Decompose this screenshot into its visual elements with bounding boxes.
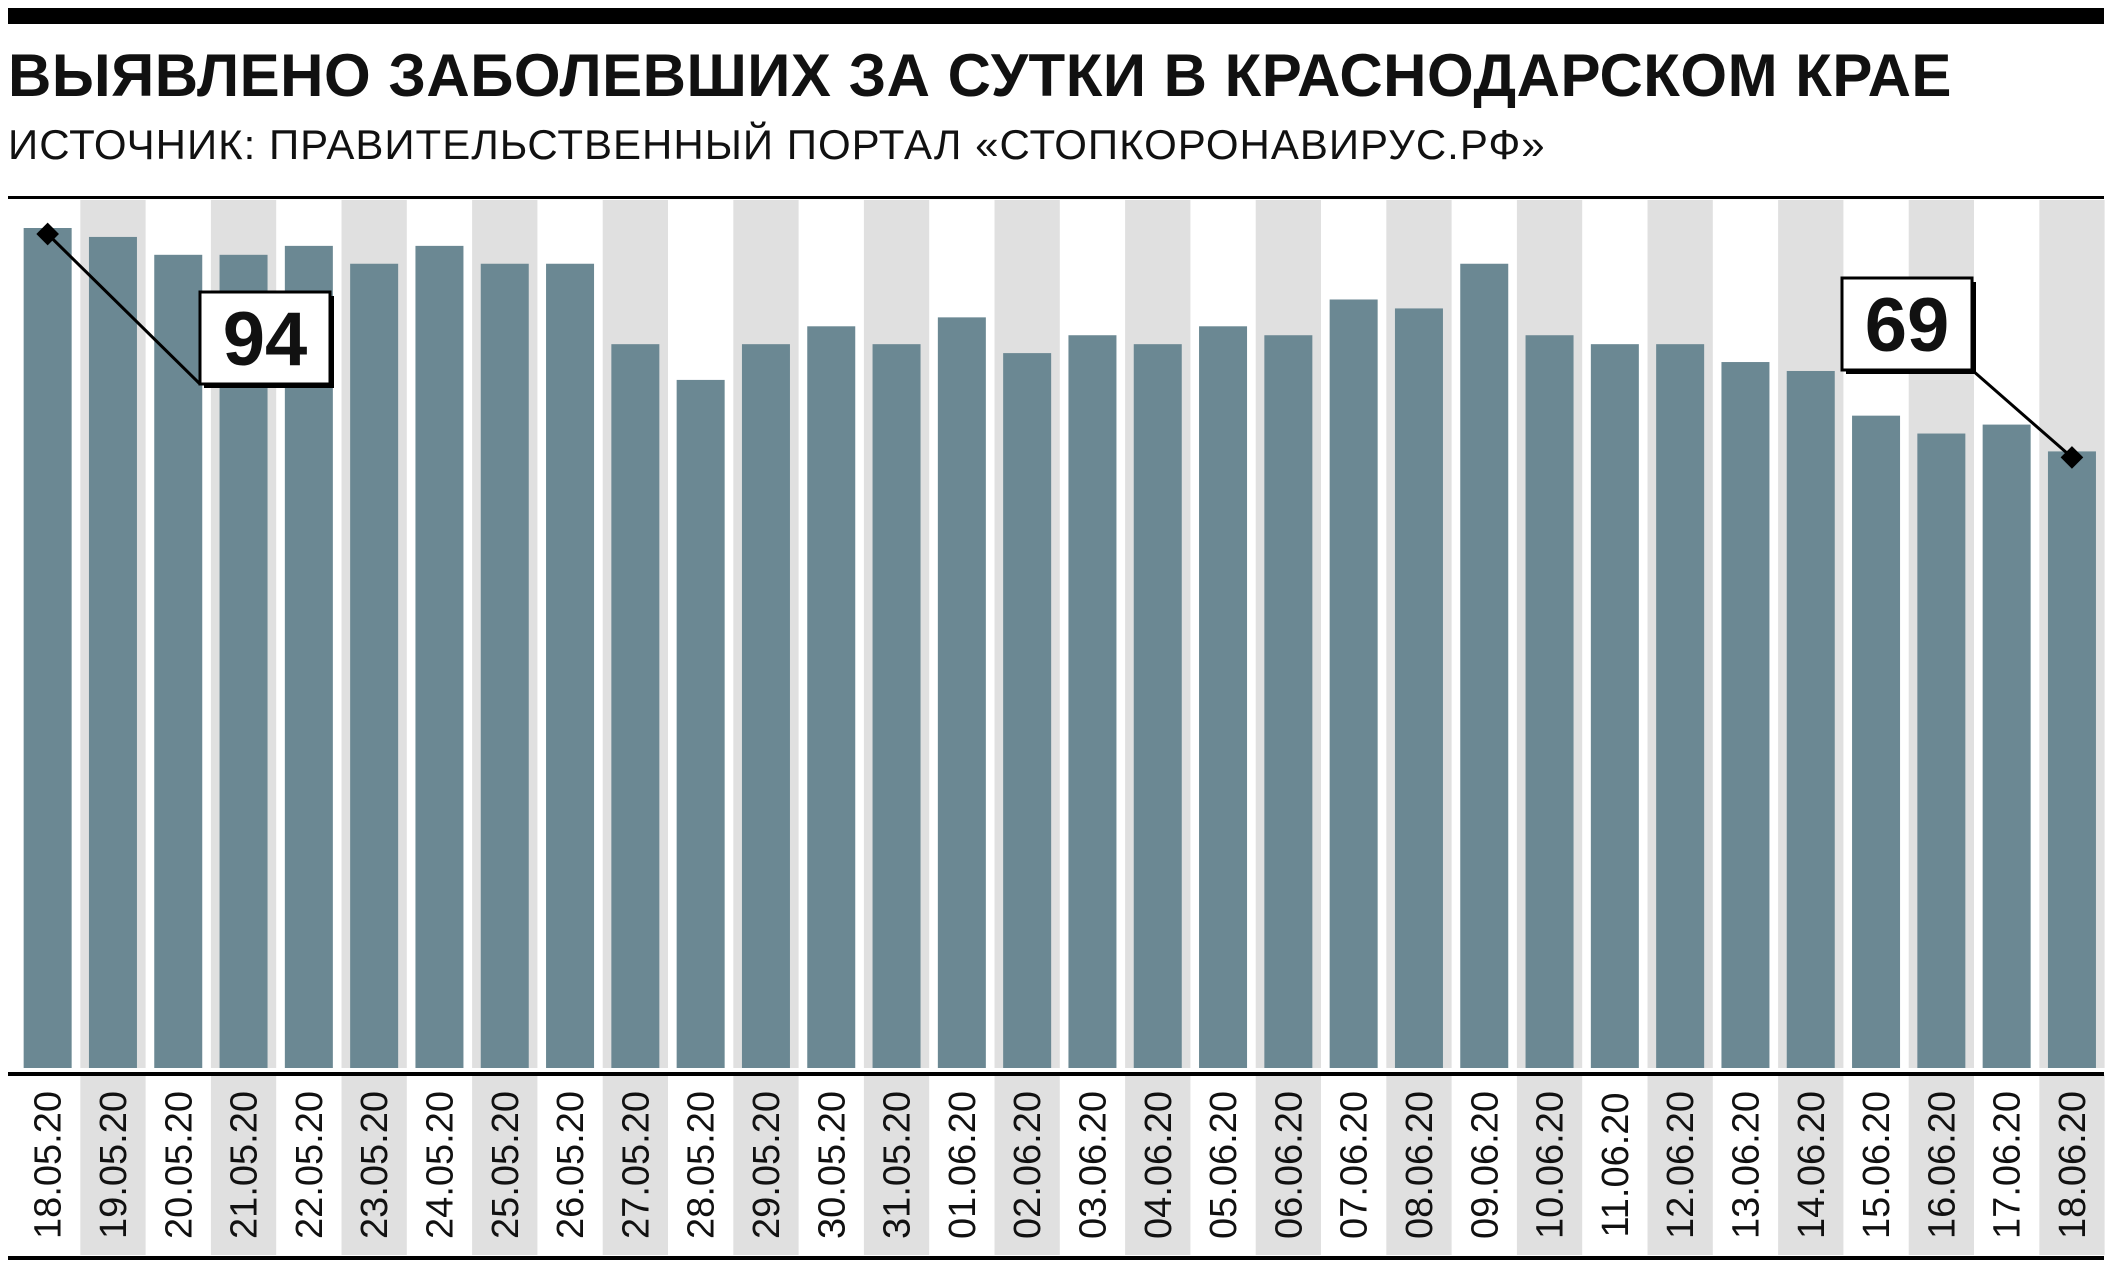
plot-top-rule xyxy=(8,196,2104,199)
bar xyxy=(937,317,986,1068)
x-tick-label: 05.06.20 xyxy=(1203,1091,1245,1239)
x-tick-label: 12.06.20 xyxy=(1660,1091,1702,1239)
x-tick-label: 30.05.20 xyxy=(811,1091,853,1239)
x-tick-label: 27.05.20 xyxy=(615,1091,657,1239)
label-band xyxy=(602,1075,668,1255)
bar xyxy=(2047,451,2096,1068)
bar xyxy=(23,228,72,1068)
x-tick-label: 17.06.20 xyxy=(1987,1091,2029,1239)
x-tick-label: 09.06.20 xyxy=(1464,1091,1506,1239)
x-tick-label: 19.05.20 xyxy=(93,1091,135,1239)
bar xyxy=(1590,344,1639,1068)
label-band xyxy=(210,1075,277,1255)
bar xyxy=(1917,433,1966,1068)
annotation-box xyxy=(1840,276,1974,372)
bar xyxy=(1786,370,1835,1068)
bar xyxy=(741,344,790,1068)
bar xyxy=(611,344,660,1068)
x-tick-label: 20.05.20 xyxy=(158,1091,200,1239)
label-band xyxy=(994,1075,1060,1255)
x-tick-label: 01.06.20 xyxy=(942,1091,984,1239)
bar xyxy=(546,263,595,1068)
annotation-box xyxy=(198,290,332,386)
x-tick-label: 08.06.20 xyxy=(1399,1091,1441,1239)
label-band xyxy=(733,1075,799,1255)
bar xyxy=(676,379,725,1068)
chart-title-prefix: ВЫЯВЛЕНО ЗАБОЛЕВШИХ ЗА СУТКИ В xyxy=(8,42,1225,109)
bar xyxy=(1656,344,1705,1068)
x-tick-label: 28.05.20 xyxy=(681,1091,723,1239)
x-tick-label: 22.05.20 xyxy=(289,1091,331,1239)
annotation-label: 69 xyxy=(1865,283,1950,368)
x-tick-label: 24.05.20 xyxy=(419,1091,461,1239)
x-tick-label: 03.06.20 xyxy=(1072,1091,1114,1239)
x-tick-label: 10.06.20 xyxy=(1530,1091,1572,1239)
axis-rule xyxy=(8,1072,2104,1076)
label-band xyxy=(1778,1075,1844,1255)
x-tick-label: 11.06.20 xyxy=(1595,1092,1637,1237)
annotation-label: 94 xyxy=(223,297,308,382)
annotation-marker xyxy=(2060,446,2084,469)
label-band xyxy=(341,1075,407,1255)
label-band xyxy=(863,1075,930,1255)
label-band xyxy=(1386,1075,1452,1255)
chart-source: ИСТОЧНИК: ПРАВИТЕЛЬСТВЕННЫЙ ПОРТАЛ «СТОП… xyxy=(8,121,1546,168)
x-tick-label: 02.06.20 xyxy=(1007,1091,1049,1239)
x-tick-label: 29.05.20 xyxy=(746,1091,788,1239)
bar xyxy=(1199,326,1248,1069)
bar xyxy=(154,254,203,1068)
bar xyxy=(1852,415,1901,1069)
x-tick-label: 18.06.20 xyxy=(2052,1091,2094,1239)
bar xyxy=(807,326,856,1069)
label-band xyxy=(1516,1075,1583,1255)
x-tick-label: 26.05.20 xyxy=(550,1091,592,1239)
bar xyxy=(88,236,137,1069)
top-rule xyxy=(8,8,2104,24)
bar xyxy=(1133,344,1182,1068)
chart-title: ВЫЯВЛЕНО ЗАБОЛЕВШИХ ЗА СУТКИ В КРАСНОДАР… xyxy=(8,40,1952,112)
bar xyxy=(350,263,399,1068)
annotation-leader xyxy=(46,232,202,386)
bar xyxy=(872,344,921,1068)
x-tick-label: 25.05.20 xyxy=(485,1091,527,1239)
x-tick-label: 06.06.20 xyxy=(1268,1091,1310,1239)
x-tick-label: 07.06.20 xyxy=(1334,1091,1376,1239)
x-tick-label: 18.05.20 xyxy=(28,1091,70,1239)
label-band xyxy=(1647,1075,1713,1255)
bar xyxy=(219,254,268,1068)
x-tick-label: 31.05.20 xyxy=(877,1091,919,1239)
bar xyxy=(1329,299,1378,1068)
bar xyxy=(1721,362,1770,1068)
x-tick-label: 16.06.20 xyxy=(1921,1091,1963,1239)
label-band xyxy=(1255,1075,1321,1255)
bar xyxy=(480,263,529,1068)
x-tick-label: 23.05.20 xyxy=(354,1091,396,1239)
bottom-rule xyxy=(8,1256,2104,1260)
bar xyxy=(1982,424,2031,1069)
chart-title-highlight: КРАСНОДАРСКОМ КРАЕ xyxy=(1224,42,1952,109)
x-tick-label: 21.05.20 xyxy=(224,1091,266,1239)
annotation-leader xyxy=(1971,368,2073,459)
x-tick-label: 14.06.20 xyxy=(1791,1091,1833,1239)
label-band xyxy=(1908,1075,1974,1255)
x-tick-label: 04.06.20 xyxy=(1138,1091,1180,1239)
x-tick-label: 15.06.20 xyxy=(1856,1091,1898,1239)
bar xyxy=(1460,263,1509,1068)
bar xyxy=(1394,308,1443,1068)
label-band xyxy=(80,1075,146,1255)
bar xyxy=(1068,335,1117,1069)
x-tick-label: 13.06.20 xyxy=(1725,1091,1767,1239)
label-band xyxy=(472,1075,538,1255)
bar xyxy=(415,245,464,1069)
bar xyxy=(1264,335,1313,1069)
label-band xyxy=(2039,1075,2105,1255)
bar xyxy=(1003,353,1052,1068)
bar xyxy=(1525,335,1574,1069)
label-band xyxy=(1125,1075,1191,1255)
